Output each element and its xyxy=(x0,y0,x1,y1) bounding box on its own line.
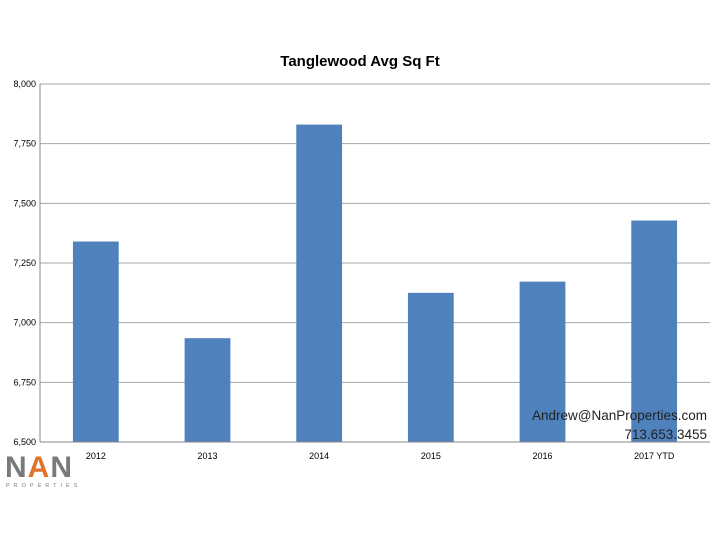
bars xyxy=(72,124,678,442)
y-tick-label: 8,000 xyxy=(13,79,36,89)
gridlines xyxy=(40,83,710,383)
y-tick-label: 7,250 xyxy=(13,258,36,268)
logo-subtitle: PROPERTIES xyxy=(6,483,82,489)
x-tick-label: 2016 xyxy=(532,451,552,461)
y-tick-label: 7,500 xyxy=(13,198,36,208)
contact-phone: 713.653.3455 xyxy=(624,427,707,442)
y-tick-label: 7,000 xyxy=(13,318,36,328)
bar-2013 xyxy=(184,338,231,442)
x-tick-label: 2012 xyxy=(86,451,106,461)
x-axis-tick-labels: 2012 2013 2014 2015 2016 2017 YTD xyxy=(86,451,675,461)
bar-2017-ytd xyxy=(631,220,678,442)
x-tick-label: 2015 xyxy=(421,451,441,461)
x-tick-label: 2013 xyxy=(197,451,217,461)
contact-email: Andrew@NanProperties.com xyxy=(531,408,707,423)
y-axis-tick-labels: 6,500 6,750 7,000 7,250 7,500 7,750 8,000 xyxy=(13,79,36,447)
logo-mark: NAN xyxy=(5,451,74,484)
bar-2016 xyxy=(519,281,566,442)
chart-title: Tanglewood Avg Sq Ft xyxy=(280,53,439,70)
y-tick-label: 6,500 xyxy=(13,437,36,447)
bar-2014 xyxy=(296,124,343,442)
bar-2015 xyxy=(407,292,454,442)
x-tick-label: 2014 xyxy=(309,451,329,461)
bar-2012 xyxy=(72,241,119,442)
nan-properties-logo: NAN PROPERTIES xyxy=(5,453,85,493)
x-tick-label: 2017 YTD xyxy=(634,451,675,461)
y-tick-label: 6,750 xyxy=(13,377,36,387)
y-tick-label: 7,750 xyxy=(13,139,36,149)
